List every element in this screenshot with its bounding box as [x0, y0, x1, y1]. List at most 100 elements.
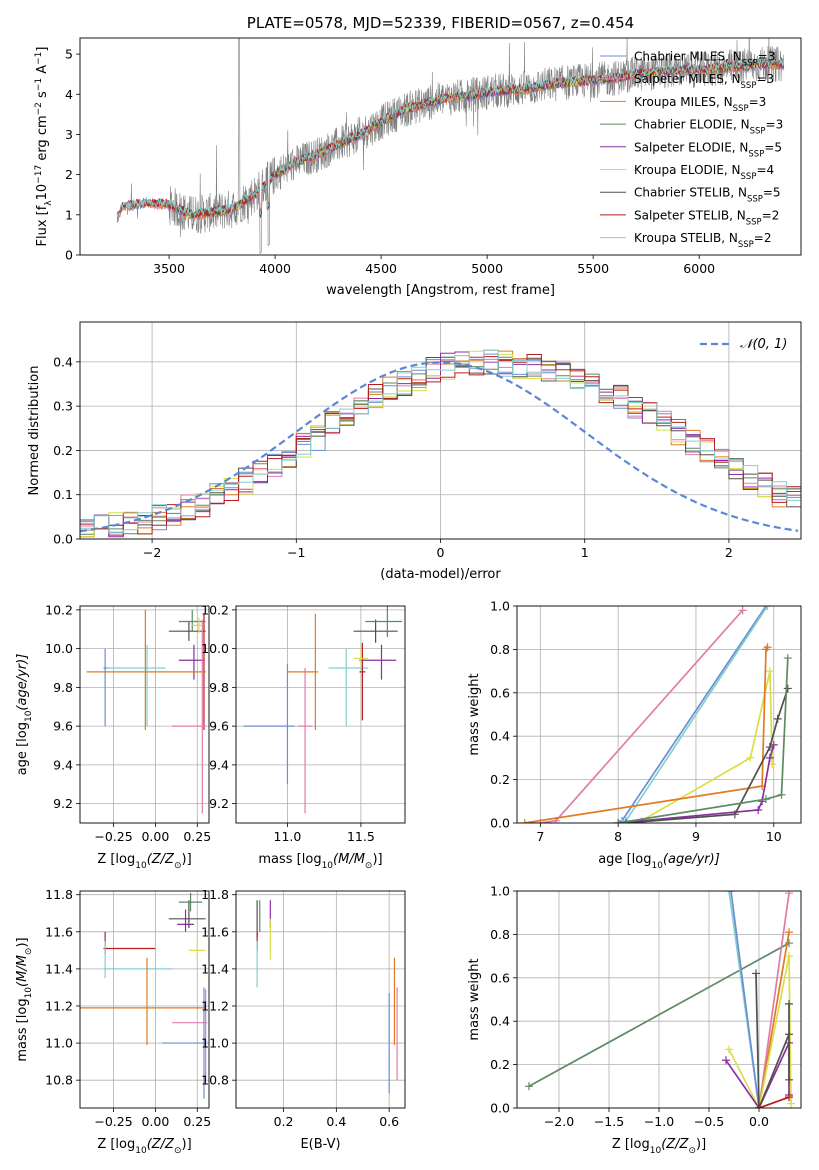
- errorbar-kroupa-miles: [287, 613, 319, 730]
- cumulative-kroupa-miles: [520, 643, 772, 823]
- data-point-marker: [763, 606, 772, 610]
- y-tick-label: 9.2: [53, 796, 73, 811]
- x-tick-label: −1.0: [644, 1114, 674, 1129]
- x-tick-label: 8: [614, 829, 622, 844]
- cumulative-metallicity-panel: −2.0 −1.5 −1.0 −0.5 0.0 0.0 0.2 0.4 0.6 0.8 1.0 Z […: [467, 884, 802, 1156]
- histograms: [80, 349, 801, 538]
- data-point-marker: [725, 891, 733, 895]
- y-tick-label: 11.6: [201, 924, 229, 939]
- errorbar-kroupa-elodie: [188, 937, 206, 960]
- y-tick-label: 0.0: [53, 532, 73, 547]
- x-tick-label: 6000: [683, 261, 715, 276]
- x-axis-label: (data-model)/error: [380, 567, 501, 582]
- cumulative-chabrier-elodie: [525, 939, 793, 1091]
- errorbar-chabrier-stelib: [168, 900, 206, 929]
- observed-spectrum-line: [116, 38, 785, 255]
- data-point-marker: [752, 969, 760, 978]
- mass-vs-metallicity-panel: −0.25 0.00 0.25 10.8 11.0 11.2 11.4 11.6 11.8 Z […: [15, 887, 211, 1156]
- cumulative-lines: [520, 606, 792, 823]
- legend-entry: Kroupa ELODIE, NSSP=4: [634, 163, 774, 182]
- x-tick-label: 9: [692, 829, 700, 844]
- errorbars: [243, 606, 403, 814]
- y-tick-label: 0.0: [490, 1101, 510, 1116]
- x-tick-label: 4500: [365, 261, 397, 276]
- x-tick-label: 1: [581, 545, 589, 560]
- x-tick-label: 0.2: [274, 1114, 294, 1129]
- axes-frame: [516, 605, 802, 824]
- y-tick-label: 9.4: [53, 757, 73, 772]
- x-tick-label: −1.5: [594, 1114, 624, 1129]
- data-point-marker: [785, 891, 793, 898]
- age-vs-mass-panel: 11.0 11.5 9.2 9.4 9.6 9.8 10.0 10.2 mass [log10(…: [201, 602, 406, 871]
- errorbar-chabrier-miles: [103, 648, 107, 727]
- legend-gaussian-label: 𝒩(0, 1): [740, 337, 787, 352]
- y-tick-label: 11.2: [45, 998, 73, 1013]
- y-tick-label: 10.8: [201, 1073, 229, 1088]
- x-tick-label: 2: [725, 545, 733, 560]
- cumulative-salpeter-miles: [755, 891, 793, 1108]
- cumulative-lines: [525, 891, 795, 1108]
- errorbar-chabrier-elodie: [178, 609, 206, 632]
- y-tick-label: 0.4: [53, 354, 73, 369]
- model-line-kroupa-stelib: [116, 57, 785, 219]
- y-tick-label: 1.0: [490, 599, 510, 614]
- x-tick-label: 7: [536, 829, 544, 844]
- y-axis-label: mass weight: [467, 958, 482, 1040]
- cumulative-age-panel: 7 8 9 10 0.0 0.2 0.4 0.6 0.8 1.0 age [log10(age/yr…: [467, 599, 802, 871]
- x-axis-label: Z [log10(Z/Z⊙)]: [612, 1137, 706, 1156]
- y-tick-label: 11.0: [45, 1036, 73, 1051]
- data-point-marker: [621, 819, 630, 823]
- series-line: [524, 646, 769, 823]
- x-tick-label: 0: [437, 545, 445, 560]
- x-tick-label: 0.0: [749, 1114, 769, 1129]
- y-tick-label: 0.0: [490, 816, 510, 831]
- axes-frame: [79, 605, 210, 824]
- cumulative-chabrier-stelib: [621, 684, 792, 823]
- x-tick-label: 0.00: [141, 1114, 169, 1129]
- model-line-salpeter-stelib: [116, 57, 785, 220]
- legend-entry: Salpeter ELODIE, NSSP=5: [634, 140, 782, 159]
- data-point-marker: [722, 1056, 730, 1065]
- data-point-marker: [754, 805, 763, 814]
- errorbar-chabrier-miles: [243, 664, 295, 785]
- errorbar-chabrier-elodie: [365, 606, 403, 637]
- y-tick-label: 10.2: [45, 602, 73, 617]
- errorbar-kroupa-miles: [80, 957, 206, 1045]
- y-tick-label: 0.4: [490, 1014, 510, 1029]
- errorbar-salpeter-elodie: [177, 909, 194, 932]
- legend-entry: Kroupa MILES, NSSP=3: [634, 95, 766, 114]
- y-tick-label: 9.2: [209, 796, 229, 811]
- errorbar-salpeter-elodie: [178, 644, 204, 680]
- y-tick-label: 11.6: [45, 924, 73, 939]
- x-tick-label: −0.5: [694, 1114, 724, 1129]
- x-tick-label: 11.5: [347, 829, 375, 844]
- y-tick-label: 0.4: [490, 729, 510, 744]
- data-point-marker: [765, 667, 774, 676]
- x-tick-label: 0.25: [183, 829, 211, 844]
- legend-entry: Salpeter STELIB, NSSP=2: [634, 208, 779, 227]
- spectrum-panel: 3500 4000 4500 5000 5500 6000 0 1 2 3 4 5 PLATE=0578…: [34, 14, 802, 298]
- y-tick-label: 9.6: [53, 719, 73, 734]
- y-axis-label: Normed distribution: [27, 366, 42, 496]
- y-tick-label: 0: [65, 248, 73, 263]
- mass-vs-ebv-panel: 0.2 0.4 0.6 10.8 11.0 11.2 11.4 11.6 11.8 E(B-V): [201, 887, 406, 1152]
- data-point-marker: [520, 819, 529, 823]
- data-point-marker: [765, 743, 774, 752]
- cumulative-salpeter-stelib: [755, 1093, 793, 1108]
- y-tick-label: 0.8: [490, 642, 510, 657]
- axes-frame: [79, 37, 802, 256]
- errorbar-chabrier-miles: [162, 987, 208, 1099]
- y-tick-label: 11.8: [201, 887, 229, 902]
- legend-entry: Chabrier ELODIE, NSSP=3: [634, 118, 783, 137]
- errorbars: [86, 609, 206, 814]
- data-point-marker: [785, 1075, 793, 1084]
- errorbar-chabrier-stelib: [353, 619, 398, 643]
- model-line-kroupa-elodie: [168, 58, 784, 220]
- errorbar-chabrier-stelib: [168, 621, 206, 641]
- errorbar-salpeter-stelib: [359, 642, 366, 721]
- errorbar-salpeter-miles: [297, 668, 313, 814]
- y-tick-label: 0.1: [53, 487, 73, 502]
- y-axis-label: Flux [fλ10−17 erg cm−2 s−1 A−1]: [34, 47, 54, 247]
- age-vs-metallicity-panel: −0.25 0.00 0.25 9.2 9.4 9.6 9.8 10.0 10.2 Z [log1…: [15, 602, 211, 871]
- series-line: [728, 955, 792, 1108]
